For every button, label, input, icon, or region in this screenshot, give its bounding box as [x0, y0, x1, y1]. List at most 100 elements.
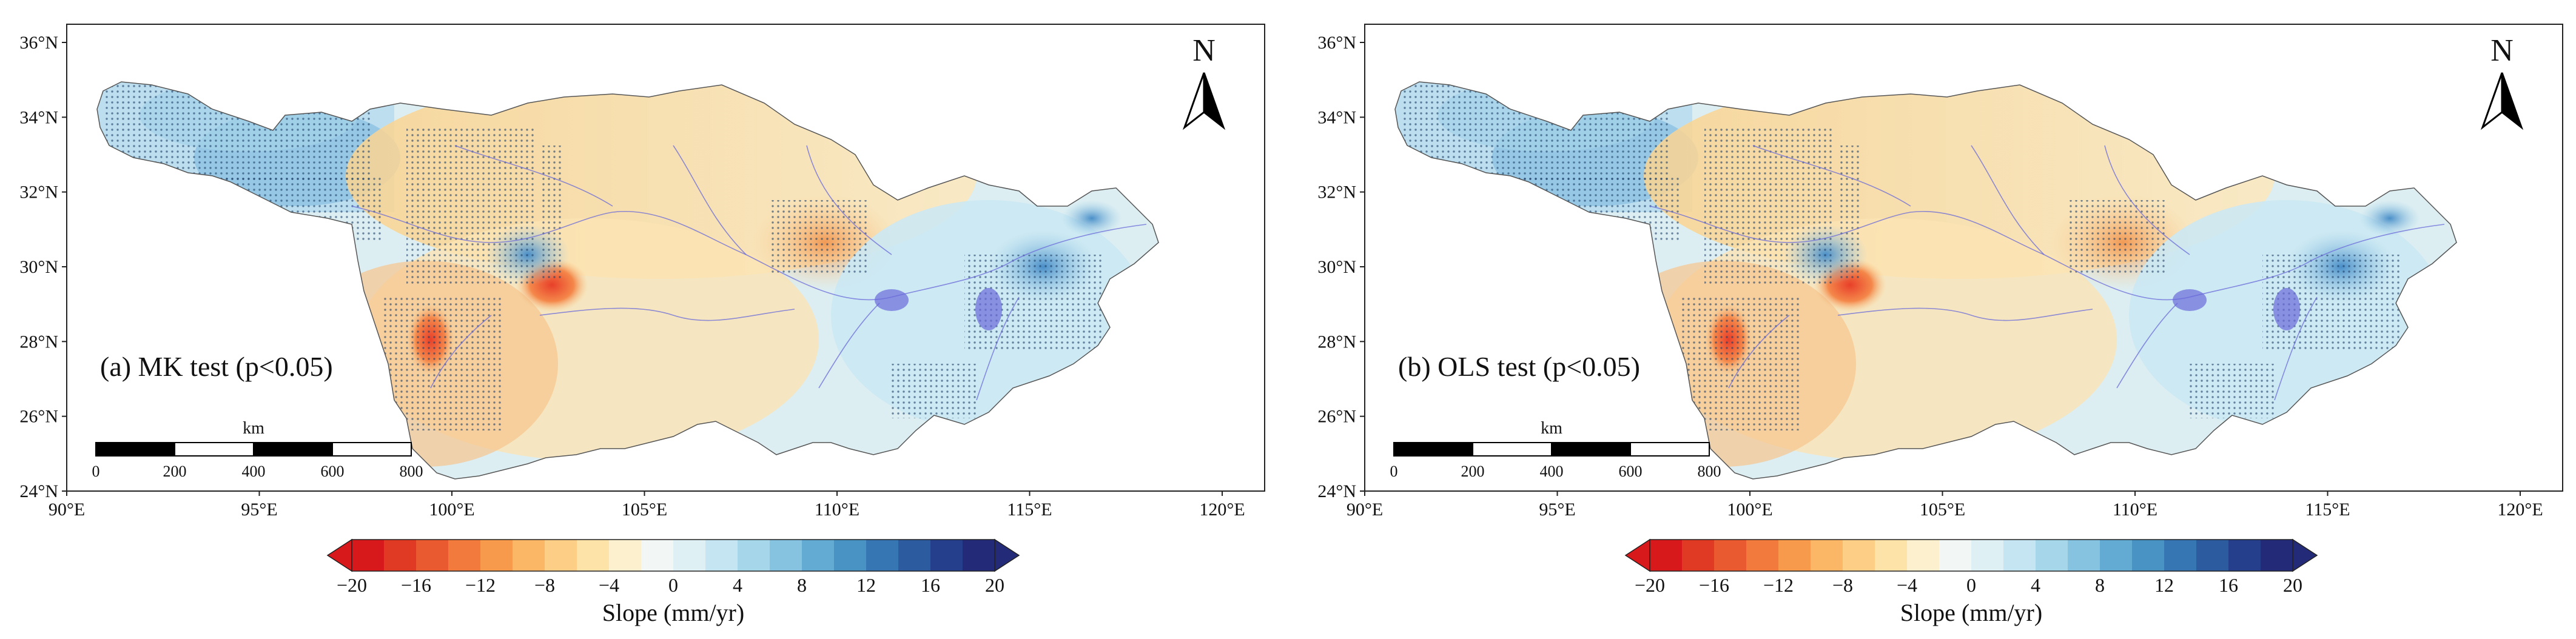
lon-tick-label: 100°E	[429, 500, 474, 520]
colorbar-swatch	[1714, 540, 1747, 571]
colorbar-swatch	[963, 540, 995, 571]
colorbar-swatch	[1682, 540, 1715, 571]
colorbar-tick: −4	[599, 574, 619, 596]
colorbar-swatch	[2036, 540, 2068, 571]
colorbar-swatch	[738, 540, 770, 571]
colorbar-swatch	[673, 540, 706, 571]
colorbar-swatch	[2228, 540, 2261, 571]
north-label: N	[1192, 33, 1216, 68]
scale-bar-tick: 0	[1390, 463, 1398, 480]
colorbar-swatch	[1811, 540, 1843, 571]
colorbar-tick: −8	[1832, 574, 1853, 596]
lat-tick-label: 28°N	[1317, 332, 1356, 352]
colorbar-tick: −20	[337, 574, 367, 596]
colorbar-swatch	[2100, 540, 2133, 571]
colorbar-swatch	[1907, 540, 1940, 571]
lat-tick-label: 32°N	[1317, 182, 1356, 202]
colorbar-tick: 8	[797, 574, 807, 596]
colorbar-swatch	[416, 540, 449, 571]
lon-tick-label: 115°E	[1007, 500, 1052, 520]
colorbar-swatch	[480, 540, 513, 571]
colorbar-swatch	[513, 540, 545, 571]
lon-tick-label: 120°E	[1199, 500, 1245, 520]
colorbar-tick: −16	[401, 574, 431, 596]
colorbar-tick: 0	[1966, 574, 1976, 596]
colorbar-swatch	[930, 540, 963, 571]
lat-tick-label: 26°N	[1317, 407, 1356, 427]
lat-tick-label: 26°N	[19, 407, 58, 427]
lat-tick-label: 36°N	[19, 33, 58, 53]
lat-tick-label: 24°N	[19, 481, 58, 501]
colorbar-swatch	[609, 540, 642, 571]
map-panel-a: 36°N 34°N 32°N 30°N 28°N 26°N 24°N90°E 95°E 100°…	[19, 24, 1265, 520]
colorbar-tick: 20	[985, 574, 1004, 596]
lon-tick-label: 95°E	[241, 500, 277, 520]
panel-label: (b) OLS test (p<0.05)	[1398, 351, 1640, 382]
colorbar-tick: 0	[668, 574, 678, 596]
lon-tick-label: 110°E	[2113, 500, 2157, 520]
colorbar-title: Slope (mm/yr)	[1900, 599, 2042, 626]
colorbar-swatch	[1778, 540, 1811, 571]
colorbar-swatch	[802, 540, 835, 571]
colorbar-swatch	[352, 540, 385, 571]
colorbar-swatch	[384, 540, 417, 571]
scale-bar-tick: 800	[1698, 463, 1721, 480]
colorbar-swatch	[1971, 540, 2004, 571]
colorbar-tick: −16	[1699, 574, 1729, 596]
colorbar-swatch	[641, 540, 674, 571]
scale-bar-tick: 200	[1461, 463, 1485, 480]
lat-tick-label: 34°N	[19, 107, 58, 127]
colorbar-tick: −8	[534, 574, 555, 596]
colorbar-tick: 4	[733, 574, 742, 596]
lon-tick-label: 100°E	[1727, 500, 1772, 520]
colorbar-swatch	[2068, 540, 2100, 571]
scale-bar-tick: 0	[92, 463, 100, 480]
scale-bar-tick: 600	[1619, 463, 1643, 480]
lon-tick-label: 110°E	[815, 500, 859, 520]
colorbar-swatch	[448, 540, 481, 571]
colorbar-swatch	[1843, 540, 1875, 571]
lon-tick-label: 90°E	[49, 500, 85, 520]
colorbar-swatch	[545, 540, 577, 571]
north-arrow: N	[1182, 33, 1226, 130]
colorbar-title: Slope (mm/yr)	[602, 599, 744, 626]
lat-tick-label: 28°N	[19, 332, 58, 352]
colorbar-swatch	[2003, 540, 2036, 571]
map-panel-b: 36°N 34°N 32°N 30°N 28°N 26°N 24°N90°E 95°E 100°…	[1317, 24, 2563, 520]
scale-bar: km 0 200 400 600 800	[92, 419, 423, 480]
colorbar-swatch	[2196, 540, 2229, 571]
lon-tick-label: 120°E	[2497, 500, 2543, 520]
colorbar-swatch	[705, 540, 738, 571]
colorbar-swatch	[1939, 540, 1972, 571]
lat-tick-label: 34°N	[1317, 107, 1356, 127]
colorbar-tick: −20	[1635, 574, 1665, 596]
colorbars: −20 −16 −12 −8 −4 0 4 8 12 16 20 Slope (mm/yr) −20 −1…	[326, 538, 2318, 626]
colorbar-swatch	[866, 540, 899, 571]
scale-bar-unit: km	[243, 419, 264, 438]
colorbar-swatch	[1875, 540, 1908, 571]
north-arrow: N	[2480, 33, 2524, 130]
panel-label: (a) MK test (p<0.05)	[100, 351, 333, 382]
lon-tick-label: 115°E	[2305, 500, 2350, 520]
scale-bar-unit: km	[1541, 419, 1562, 438]
colorbar-swatch	[2132, 540, 2165, 571]
colorbar-tick: 20	[2283, 574, 2302, 596]
colorbar-tick: 16	[921, 574, 940, 596]
lat-tick-label: 30°N	[1317, 257, 1356, 277]
colorbar-swatch	[2261, 540, 2293, 571]
colorbar-swatch	[1746, 540, 1779, 571]
lon-tick-label: 95°E	[1539, 500, 1575, 520]
lat-tick-label: 36°N	[1317, 33, 1356, 53]
scale-bar-tick: 600	[321, 463, 345, 480]
panels: 36°N34°N32°N30°N28°N26°N24°N90°E 95°E 100°…	[19, 24, 2563, 520]
colorbar-tick: −4	[1897, 574, 1917, 596]
lon-tick-label: 105°E	[1920, 500, 1965, 520]
lat-tick-label: 30°N	[19, 257, 58, 277]
lat-tick-label: 24°N	[1317, 481, 1356, 501]
colorbar-tick: 8	[2095, 574, 2105, 596]
colorbar-b: −20 −16 −12 −8 −4 0 4 8 12 16 20 Slope (mm/yr)	[1624, 538, 2318, 626]
scale-bar-tick: 400	[242, 463, 266, 480]
lat-tick-label: 32°N	[19, 182, 58, 202]
